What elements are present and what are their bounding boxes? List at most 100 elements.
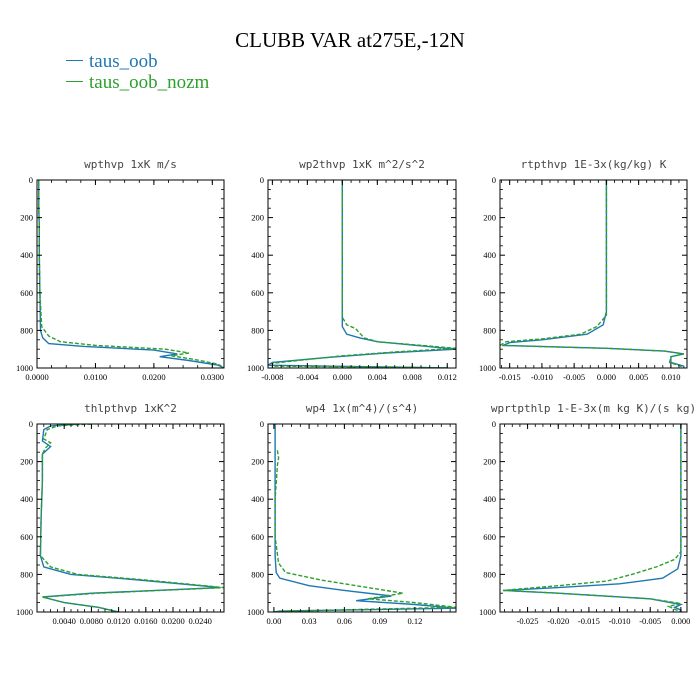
y-tick-label: 0 bbox=[29, 419, 33, 429]
x-tick-label: 0.0240 bbox=[189, 616, 212, 626]
legend-label: taus_oob_nozm bbox=[89, 72, 210, 93]
x-tick-label: 0.000 bbox=[333, 372, 352, 382]
y-tick-label: 400 bbox=[251, 494, 264, 504]
plot-frame bbox=[499, 423, 688, 613]
legend-swatch bbox=[66, 81, 83, 83]
y-tick-label: 800 bbox=[483, 569, 496, 579]
x-tick-label: -0.025 bbox=[517, 616, 539, 626]
panel-title: rtpthvp 1E-3x(kg/kg) K bbox=[521, 158, 667, 171]
y-tick-label: 1000 bbox=[479, 363, 496, 373]
y-tick-label: 1000 bbox=[247, 363, 264, 373]
series-line-taus-oob-nozm bbox=[271, 180, 456, 368]
y-tick-label: 200 bbox=[20, 213, 33, 223]
x-tick-label: 0.0200 bbox=[161, 616, 184, 626]
series-line-taus-oob-nozm bbox=[38, 180, 224, 368]
panel-title: wp2thvp 1xK m^2/s^2 bbox=[299, 158, 425, 171]
y-tick-label: 200 bbox=[483, 213, 496, 223]
series-line-taus-oob-nozm bbox=[273, 450, 456, 612]
x-tick-label: 0.004 bbox=[368, 372, 388, 382]
y-tick-label: 0 bbox=[29, 175, 33, 185]
plot-frame bbox=[499, 179, 688, 369]
series-line-taus-oob-nozm bbox=[500, 180, 685, 368]
panel-title: wp4 1x(m^4)/(s^4) bbox=[306, 402, 419, 415]
y-tick-label: 400 bbox=[483, 494, 496, 504]
x-tick-label: 0.09 bbox=[372, 616, 387, 626]
y-tick-label: 600 bbox=[20, 288, 33, 298]
y-tick-label: 400 bbox=[20, 250, 33, 260]
x-tick-label: 0.12 bbox=[407, 616, 422, 626]
x-tick-label: 0.000 bbox=[597, 372, 616, 382]
y-tick-label: 1000 bbox=[16, 607, 33, 617]
y-tick-label: 200 bbox=[20, 457, 33, 467]
y-tick-label: 600 bbox=[483, 288, 496, 298]
series-line-taus-oob bbox=[273, 424, 456, 612]
x-tick-label: 0.010 bbox=[661, 372, 680, 382]
y-tick-label: 0 bbox=[260, 175, 264, 185]
series-line-taus-oob bbox=[39, 424, 221, 612]
y-tick-label: 0 bbox=[260, 419, 264, 429]
panel-title: wpthvp 1xK m/s bbox=[84, 158, 177, 171]
legend-item-taus-oob: taus_oob bbox=[66, 51, 158, 73]
y-tick-label: 0 bbox=[492, 419, 496, 429]
x-tick-label: -0.008 bbox=[261, 372, 283, 382]
panel-title: thlpthvp 1xK^2 bbox=[84, 402, 177, 415]
x-tick-label: 0.0080 bbox=[80, 616, 103, 626]
plot-frame bbox=[267, 179, 457, 369]
legend-swatch bbox=[66, 60, 83, 62]
y-tick-label: 800 bbox=[251, 569, 264, 579]
y-tick-label: 0 bbox=[492, 175, 496, 185]
panel-6: wprtpthlp 1-E-3x(m kg K)/(s kg) 0 200 400 60… bbox=[479, 402, 696, 626]
x-tick-label: -0.015 bbox=[499, 372, 521, 382]
y-tick-label: 400 bbox=[483, 250, 496, 260]
x-tick-label: -0.004 bbox=[296, 372, 319, 382]
x-tick-label: -0.020 bbox=[547, 616, 569, 626]
y-tick-label: 400 bbox=[20, 494, 33, 504]
y-tick-label: 200 bbox=[251, 213, 264, 223]
x-tick-label: 0.005 bbox=[629, 372, 648, 382]
x-tick-label: -0.005 bbox=[639, 616, 661, 626]
plot-frame bbox=[36, 179, 225, 369]
y-tick-label: 400 bbox=[251, 250, 264, 260]
legend-item-taus-oob-nozm: taus_oob_nozm bbox=[66, 72, 209, 94]
y-tick-label: 800 bbox=[20, 325, 33, 335]
series-line-taus-oob bbox=[38, 180, 224, 368]
plot-frame bbox=[36, 423, 225, 613]
series-line-taus-oob-nozm bbox=[503, 424, 682, 612]
series-line-taus-oob bbox=[502, 180, 685, 368]
y-tick-label: 200 bbox=[483, 457, 496, 467]
x-tick-label: -0.005 bbox=[563, 372, 585, 382]
y-tick-label: 200 bbox=[251, 457, 264, 467]
panel-4: thlpthvp 1xK^2 0 200 400 600 800 1000 0.0040 0.0… bbox=[16, 402, 225, 626]
x-tick-label: 0.0200 bbox=[142, 372, 165, 382]
series-line-taus-oob-nozm bbox=[39, 424, 224, 612]
legend-label: taus_oob bbox=[89, 51, 158, 72]
plot-frame bbox=[267, 423, 457, 613]
y-tick-label: 800 bbox=[483, 325, 496, 335]
y-tick-label: 600 bbox=[251, 532, 264, 542]
panel-3: rtpthvp 1E-3x(kg/kg) K02004006008001000-… bbox=[479, 158, 688, 382]
x-tick-label: 0.00 bbox=[266, 616, 281, 626]
y-tick-label: 1000 bbox=[16, 363, 33, 373]
x-tick-label: 0.000 bbox=[671, 616, 690, 626]
x-tick-label: 0.06 bbox=[337, 616, 352, 626]
y-tick-label: 800 bbox=[20, 569, 33, 579]
y-tick-label: 600 bbox=[251, 288, 264, 298]
series-line-taus-oob bbox=[503, 424, 684, 612]
x-tick-label: 0.0040 bbox=[53, 616, 76, 626]
x-tick-label: 0.0300 bbox=[201, 372, 224, 382]
y-tick-label: 1000 bbox=[247, 607, 264, 617]
y-tick-label: 1000 bbox=[479, 607, 496, 617]
x-tick-label: -0.010 bbox=[609, 616, 631, 626]
y-tick-label: 800 bbox=[251, 325, 264, 335]
x-tick-label: 0.0120 bbox=[107, 616, 130, 626]
x-tick-label: 0.03 bbox=[302, 616, 317, 626]
x-tick-label: 0.0160 bbox=[134, 616, 157, 626]
y-tick-label: 600 bbox=[20, 532, 33, 542]
x-tick-label: -0.015 bbox=[578, 616, 600, 626]
y-tick-label: 600 bbox=[483, 532, 496, 542]
panel-2: wp2thvp 1xK m^2/s^202004006008001000-0.0… bbox=[247, 158, 457, 382]
x-tick-label: -0.010 bbox=[531, 372, 553, 382]
x-tick-label: 0.012 bbox=[438, 372, 457, 382]
